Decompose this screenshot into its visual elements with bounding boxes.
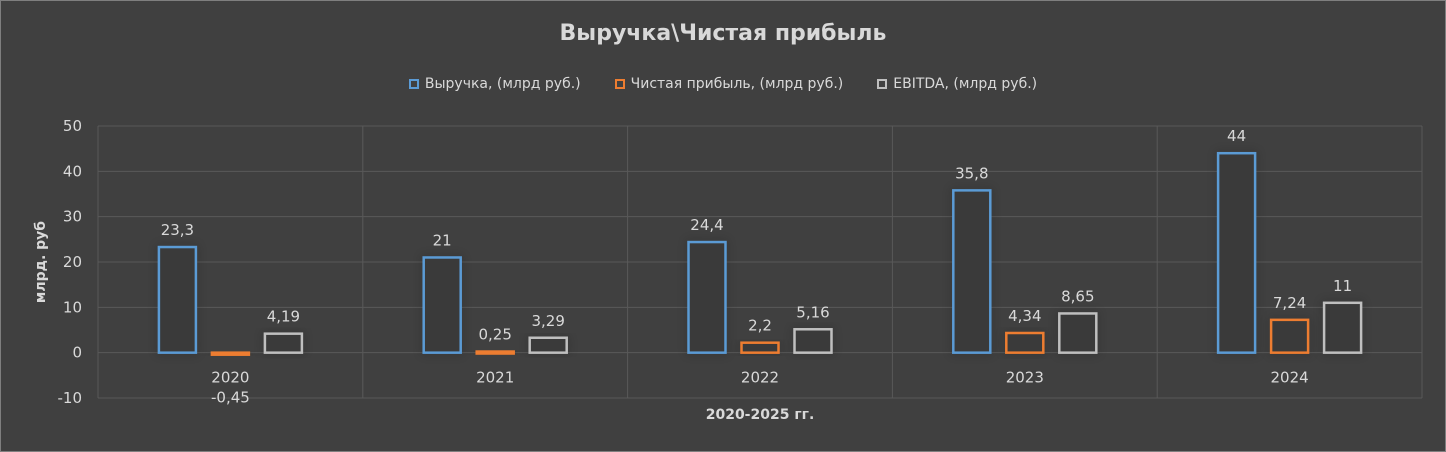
data-label: 44 — [1227, 127, 1246, 145]
data-label: -0,45 — [211, 389, 250, 407]
bar-fill — [742, 343, 778, 352]
y-tick-label: 10 — [63, 298, 82, 316]
bar-2-1 — [528, 336, 568, 354]
legend-entry-net-profit: Чистая прибыль, (млрд руб.) — [614, 76, 844, 92]
bar-fill — [689, 243, 725, 352]
bar-0-0 — [157, 245, 198, 354]
data-label: 11 — [1333, 277, 1352, 295]
data-label: 2,2 — [748, 317, 772, 335]
data-label: 35,8 — [955, 164, 988, 182]
bar-1-3 — [1005, 331, 1045, 354]
bar-1-4 — [1269, 318, 1310, 354]
data-label: 4,19 — [267, 308, 300, 326]
legend-label-net-profit: Чистая прибыль, (млрд руб.) — [630, 76, 844, 92]
bar-2-2 — [793, 328, 833, 354]
bar-2-4 — [1322, 301, 1363, 354]
legend-label-revenue: Выручка, (млрд руб.) — [424, 76, 581, 92]
legend-swatch-revenue — [408, 79, 419, 89]
bar-fill — [265, 334, 301, 352]
data-label: 7,24 — [1273, 294, 1306, 312]
bar-fill — [1007, 333, 1043, 352]
bar-fill — [1219, 154, 1255, 352]
bar-fill — [159, 248, 195, 352]
bar-1-1 — [475, 350, 515, 355]
x-tick-label: 2022 — [741, 369, 779, 387]
legend-entry-ebitda: EBITDA, (млрд руб.) — [877, 76, 1037, 92]
x-tick-label: 2023 — [1006, 369, 1044, 387]
bar-fill — [954, 191, 990, 352]
x-tick-label: 2020 — [211, 369, 249, 387]
bar-fill — [795, 330, 831, 352]
bar-0-3 — [952, 189, 992, 354]
x-tick-label: 2021 — [476, 369, 514, 387]
chart-title: Выручка\Чистая прибыль — [559, 21, 887, 46]
y-tick-label: 20 — [63, 253, 82, 271]
y-tick-label: 40 — [63, 162, 82, 180]
bar-fill — [1060, 314, 1096, 352]
chart-legend: Выручка, (млрд руб.) Чистая прибыль, (мл… — [1, 76, 1445, 92]
legend-swatch-ebitda — [877, 79, 888, 89]
legend-swatch-net-profit — [614, 79, 625, 89]
bar-2-3 — [1058, 312, 1098, 354]
bar-fill — [424, 258, 460, 352]
bar-fill — [1272, 320, 1308, 352]
x-axis-title: 2020-2025 гг. — [706, 407, 815, 423]
bar-0-2 — [687, 240, 727, 354]
bar-0-4 — [1216, 151, 1257, 354]
bar-fill — [1325, 303, 1361, 352]
data-label: 5,16 — [796, 303, 829, 321]
y-tick-label: 30 — [63, 208, 82, 226]
data-label: 4,34 — [1008, 307, 1041, 325]
bar-2-0 — [263, 332, 304, 354]
bar-0-1 — [422, 256, 462, 354]
bar-1-0 — [210, 351, 251, 356]
data-label: 0,25 — [478, 326, 511, 344]
y-axis-title: млрд. руб — [33, 221, 49, 303]
legend-label-ebitda: EBITDA, (млрд руб.) — [893, 76, 1038, 92]
bar-fill — [530, 338, 566, 352]
data-label: 21 — [433, 231, 452, 249]
x-tick-label: 2024 — [1271, 369, 1309, 387]
data-label: 23,3 — [161, 221, 194, 239]
y-tick-label: 50 — [63, 117, 82, 135]
y-tick-label: 0 — [72, 344, 82, 362]
y-tick-label: -10 — [58, 389, 83, 407]
data-label: 24,4 — [690, 216, 723, 234]
data-label: 8,65 — [1061, 287, 1094, 305]
data-label: 3,29 — [531, 312, 564, 330]
legend-entry-revenue: Выручка, (млрд руб.) — [408, 76, 581, 92]
bar-1-2 — [740, 341, 780, 354]
